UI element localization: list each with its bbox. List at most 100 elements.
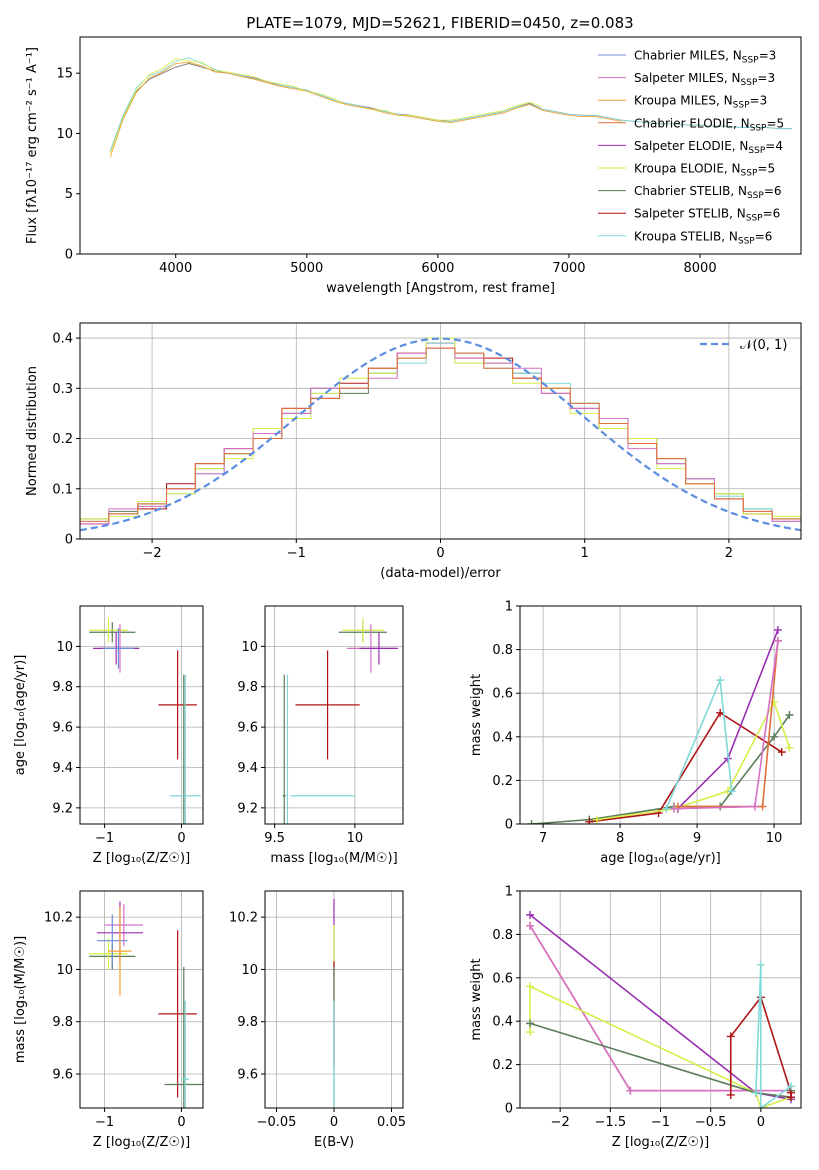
- y-tick-label: 0: [505, 818, 513, 833]
- x-axis-label: Z [log₁₀(Z/Z☉)]: [612, 1135, 709, 1150]
- y-tick-label: 0.6: [492, 687, 513, 702]
- data-point-marker: [786, 1082, 795, 1091]
- x-tick-label: 0: [757, 1115, 765, 1130]
- plot-area: [526, 910, 795, 1108]
- data-point-marker: [527, 820, 536, 824]
- panel-8: −2 −1.5 −1 −0.5 0 0 0.2 0.4 0.6 0.8 1 Z [log₁₀(Z/Z☉…: [469, 885, 802, 1150]
- y-tick-label: 9.2: [237, 801, 258, 816]
- legend-label: Chabrier ELODIE, NSSP=5: [634, 116, 784, 133]
- y-tick-label: 0.6: [492, 971, 513, 986]
- y-tick-label: 0: [505, 1102, 513, 1117]
- data-point-marker: [758, 802, 767, 811]
- data-point-marker: [770, 697, 779, 706]
- x-axis-label: Z [log₁₀(Z/Z☉)]: [93, 1135, 190, 1150]
- legend-subscript: SSP: [748, 146, 765, 156]
- x-tick-label: 5000: [290, 261, 323, 276]
- x-tick-label: 1: [581, 546, 589, 561]
- y-tick-label: 9.4: [52, 761, 73, 776]
- plot-area: [527, 625, 794, 824]
- x-tick-label: −0.5: [695, 1115, 727, 1130]
- series-line: [109, 57, 792, 152]
- legend-subscript: SSP: [750, 123, 767, 133]
- data-point-marker: [786, 1093, 795, 1102]
- y-tick-label: 10: [241, 963, 258, 978]
- legend-label: 𝒩(0, 1): [740, 338, 787, 353]
- plot-area: [80, 337, 801, 532]
- data-point-marker: [526, 1019, 535, 1028]
- axes-frame: [519, 605, 802, 825]
- legend-subscript: SSP: [742, 56, 759, 66]
- data-point-marker: [751, 1088, 760, 1097]
- data-point-marker: [756, 960, 765, 969]
- legend-label: Chabrier STELIB, NSSP=6: [634, 184, 782, 201]
- y-tick-label: 15: [56, 67, 73, 82]
- x-axis-label: (data-model)/error: [380, 566, 501, 581]
- legend-subscript: SSP: [733, 101, 750, 111]
- panel-3: −1 0 9.2 9.4 9.6 9.8 10 Z [log₁₀(Z/Z☉)] age [log…: [13, 605, 204, 866]
- data-point-marker: [756, 1104, 765, 1108]
- x-axis-label: wavelength [Angstrom, rest frame]: [326, 281, 555, 296]
- y-tick-label: 0.8: [492, 928, 513, 943]
- x-tick-label: −1: [651, 1115, 670, 1130]
- y-axis-label: mass [log₁₀(M/M☉)]: [13, 936, 28, 1063]
- data-point-marker: [526, 1028, 535, 1037]
- figure-title: PLATE=1079, MJD=52621, FIBERID=0450, z=0…: [246, 14, 633, 32]
- x-tick-label: 0: [177, 831, 185, 846]
- data-point-marker: [592, 815, 601, 824]
- legend-subscript: SSP: [741, 78, 758, 88]
- y-axis-label: age [log₁₀(age/yr)]: [13, 655, 28, 776]
- y-tick-label: 5: [65, 187, 73, 202]
- x-tick-label: 0: [330, 1115, 338, 1130]
- axes-frame: [79, 605, 204, 825]
- x-tick-label: 0: [177, 1115, 185, 1130]
- panel-1: 4000 5000 6000 7000 8000 0 5 10 15 wavelength [An…: [25, 36, 802, 296]
- data-point-marker: [526, 921, 535, 930]
- series-line: [755, 964, 792, 1108]
- legend-subscript: SSP: [746, 214, 763, 224]
- y-tick-label: 0.4: [52, 332, 73, 347]
- data-point-marker: [773, 625, 782, 634]
- data-point-marker: [526, 910, 535, 919]
- y-axis-label: Flux [fλ10⁻¹⁷ erg cm⁻² s⁻¹ A⁻¹]: [25, 47, 40, 244]
- x-tick-label: −2: [551, 1115, 570, 1130]
- legend-tail: =6: [763, 207, 781, 221]
- y-tick-label: 9.6: [52, 1068, 73, 1083]
- x-tick-label: 7: [539, 831, 547, 846]
- x-tick-label: 8: [616, 831, 624, 846]
- x-tick-label: 2: [725, 546, 733, 561]
- data-point-marker: [726, 1032, 735, 1041]
- y-tick-label: 9.8: [52, 680, 73, 695]
- y-tick-label: 0.2: [492, 1058, 513, 1073]
- y-tick-label: 9.8: [52, 1015, 73, 1030]
- x-tick-label: 4000: [159, 261, 192, 276]
- y-tick-label: 9.8: [237, 680, 258, 695]
- y-tick-label: 0.8: [492, 643, 513, 658]
- y-tick-label: 0.2: [492, 774, 513, 789]
- y-tick-label: 10: [56, 127, 73, 142]
- x-tick-label: −1.5: [595, 1115, 627, 1130]
- data-point-marker: [727, 787, 736, 796]
- series-line: [109, 58, 543, 155]
- x-tick-label: 8000: [684, 261, 717, 276]
- x-tick-label: −1: [95, 1115, 114, 1130]
- y-tick-label: 9.6: [237, 721, 258, 736]
- data-point-marker: [716, 676, 725, 685]
- legend-tail: =3: [750, 94, 768, 108]
- panel-4: 9.5 10 9.2 9.4 9.6 9.8 10 mass [log₁₀(M/M☉)]: [237, 605, 404, 866]
- axes-frame: [79, 36, 802, 255]
- x-axis-label: age [log₁₀(age/yr)]: [600, 851, 721, 866]
- plot-area: [89, 618, 201, 824]
- axes-frame: [79, 890, 204, 1109]
- y-tick-label: 10.2: [44, 911, 73, 926]
- legend-label: Salpeter STELIB, NSSP=6: [634, 207, 780, 224]
- x-tick-label: −0.05: [257, 1115, 297, 1130]
- data-point-marker: [526, 982, 535, 991]
- y-tick-label: 9.8: [237, 1015, 258, 1030]
- y-tick-label: 9.6: [52, 721, 73, 736]
- legend-label: Salpeter MILES, NSSP=3: [634, 71, 775, 88]
- y-tick-label: 0: [65, 533, 73, 548]
- data-point-marker: [626, 1086, 635, 1095]
- x-tick-label: −2: [143, 546, 162, 561]
- legend-label: Salpeter ELODIE, NSSP=4: [634, 139, 783, 156]
- y-tick-label: 0.1: [52, 482, 73, 497]
